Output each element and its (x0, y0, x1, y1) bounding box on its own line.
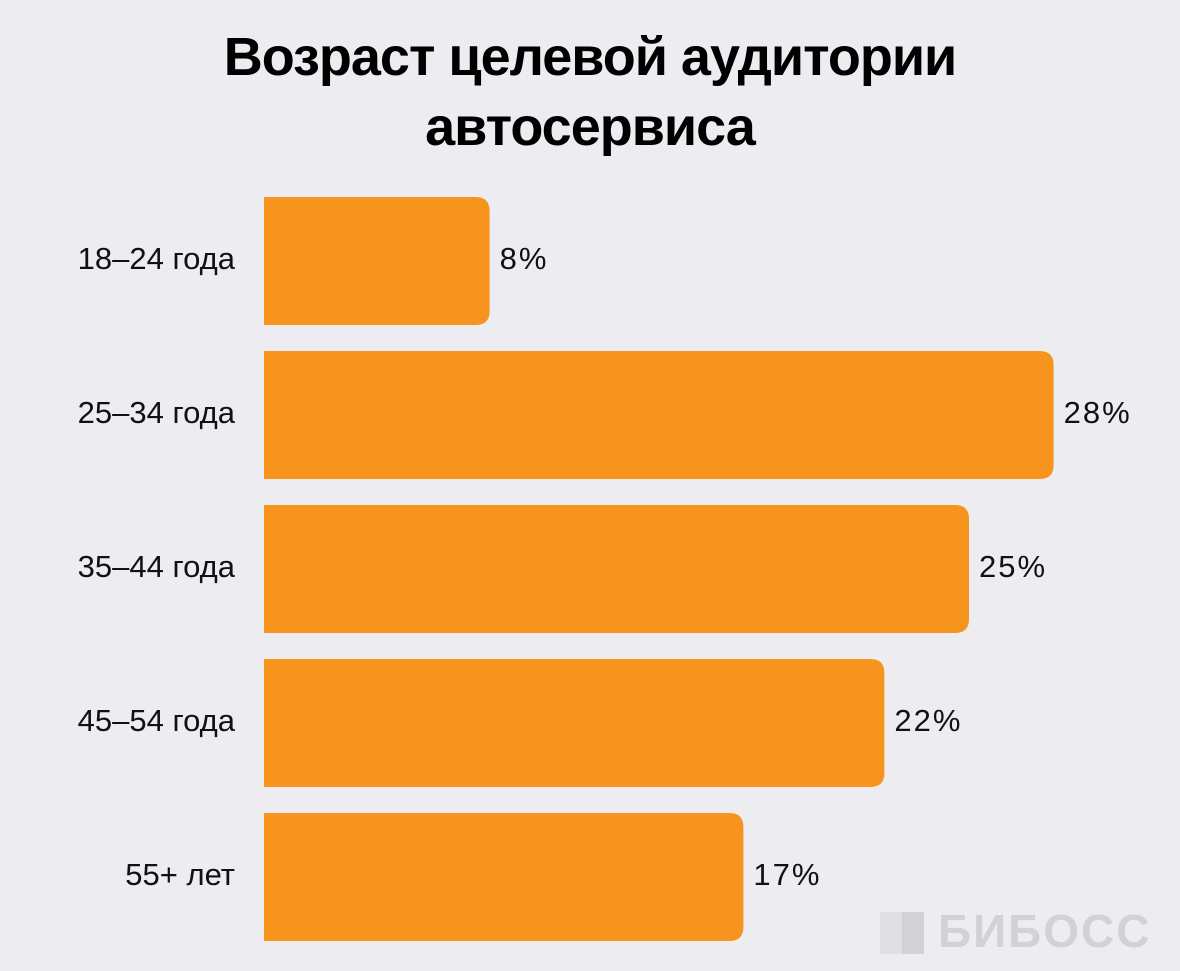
y-tick-label: 25–34 года (78, 395, 236, 430)
y-tick-label: 18–24 года (78, 241, 236, 276)
value-label: 25% (979, 549, 1047, 584)
bar (264, 813, 744, 941)
y-tick-label: 55+ лет (125, 857, 235, 892)
watermark-icon-part (880, 912, 902, 954)
value-label: 22% (894, 703, 962, 738)
bar (264, 197, 490, 325)
value-label: 17% (753, 857, 821, 892)
y-tick-label: 45–54 года (78, 703, 236, 738)
value-label: 8% (500, 241, 549, 276)
bar (264, 659, 885, 787)
bar (264, 505, 969, 633)
watermark: БИБОСС (938, 905, 1151, 957)
y-tick-label: 35–44 года (78, 549, 236, 584)
value-label: 28% (1064, 395, 1132, 430)
chart-title: Возраст целевой аудитории автосервиса (223, 27, 957, 157)
bar (264, 351, 1054, 479)
